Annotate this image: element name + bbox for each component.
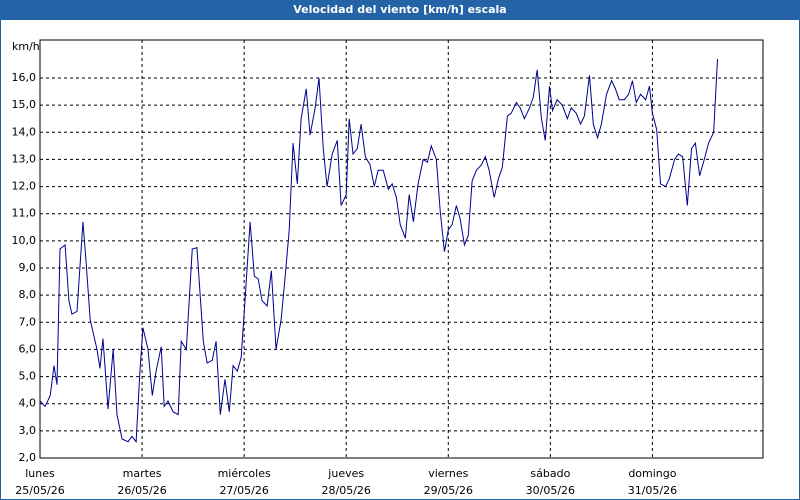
y-tick-label: 10,0 — [12, 234, 37, 247]
x-tick-label: 28/05/26 — [322, 484, 371, 497]
x-tick-label: lunes — [25, 467, 55, 480]
x-tick-label: viernes — [428, 467, 468, 480]
x-tick-label: 26/05/26 — [117, 484, 166, 497]
y-tick-label: 6,0 — [19, 342, 37, 355]
y-tick-label: 3,0 — [19, 424, 37, 437]
x-tick-label: 31/05/26 — [628, 484, 677, 497]
y-tick-label: 9,0 — [19, 261, 37, 274]
x-tick-label: domingo — [628, 467, 676, 480]
y-tick-label: 13,0 — [12, 152, 37, 165]
plot-border — [39, 39, 764, 459]
y-tick-label: 11,0 — [12, 207, 37, 220]
y-tick-label: 2,0 — [19, 451, 37, 464]
y-tick-label: 7,0 — [19, 315, 37, 328]
x-tick-label: sábado — [530, 467, 570, 480]
x-tick-label: 27/05/26 — [219, 484, 268, 497]
x-tick-label: miércoles — [218, 467, 271, 480]
data-line — [39, 58, 718, 444]
chart-title: Velocidad del viento [km/h] escala — [293, 3, 506, 16]
y-tick-label: 15,0 — [12, 98, 37, 111]
y-tick-label: 12,0 — [12, 180, 37, 193]
y-tick-label: 14,0 — [12, 125, 37, 138]
y-tick-label: 5,0 — [19, 370, 37, 383]
x-tick-label: 25/05/26 — [15, 484, 64, 497]
x-tick-label: jueves — [327, 467, 364, 480]
plot — [39, 58, 718, 444]
y-tick-label: 16,0 — [12, 71, 37, 84]
y-axis-label: km/h — [12, 40, 40, 53]
title-bar — [0, 0, 800, 20]
y-tick-label: 8,0 — [19, 288, 37, 301]
x-tick-label: martes — [123, 467, 162, 480]
x-tick-label: 29/05/26 — [424, 484, 473, 497]
y-tick-label: 4,0 — [19, 397, 37, 410]
x-tick-label: 30/05/26 — [526, 484, 575, 497]
